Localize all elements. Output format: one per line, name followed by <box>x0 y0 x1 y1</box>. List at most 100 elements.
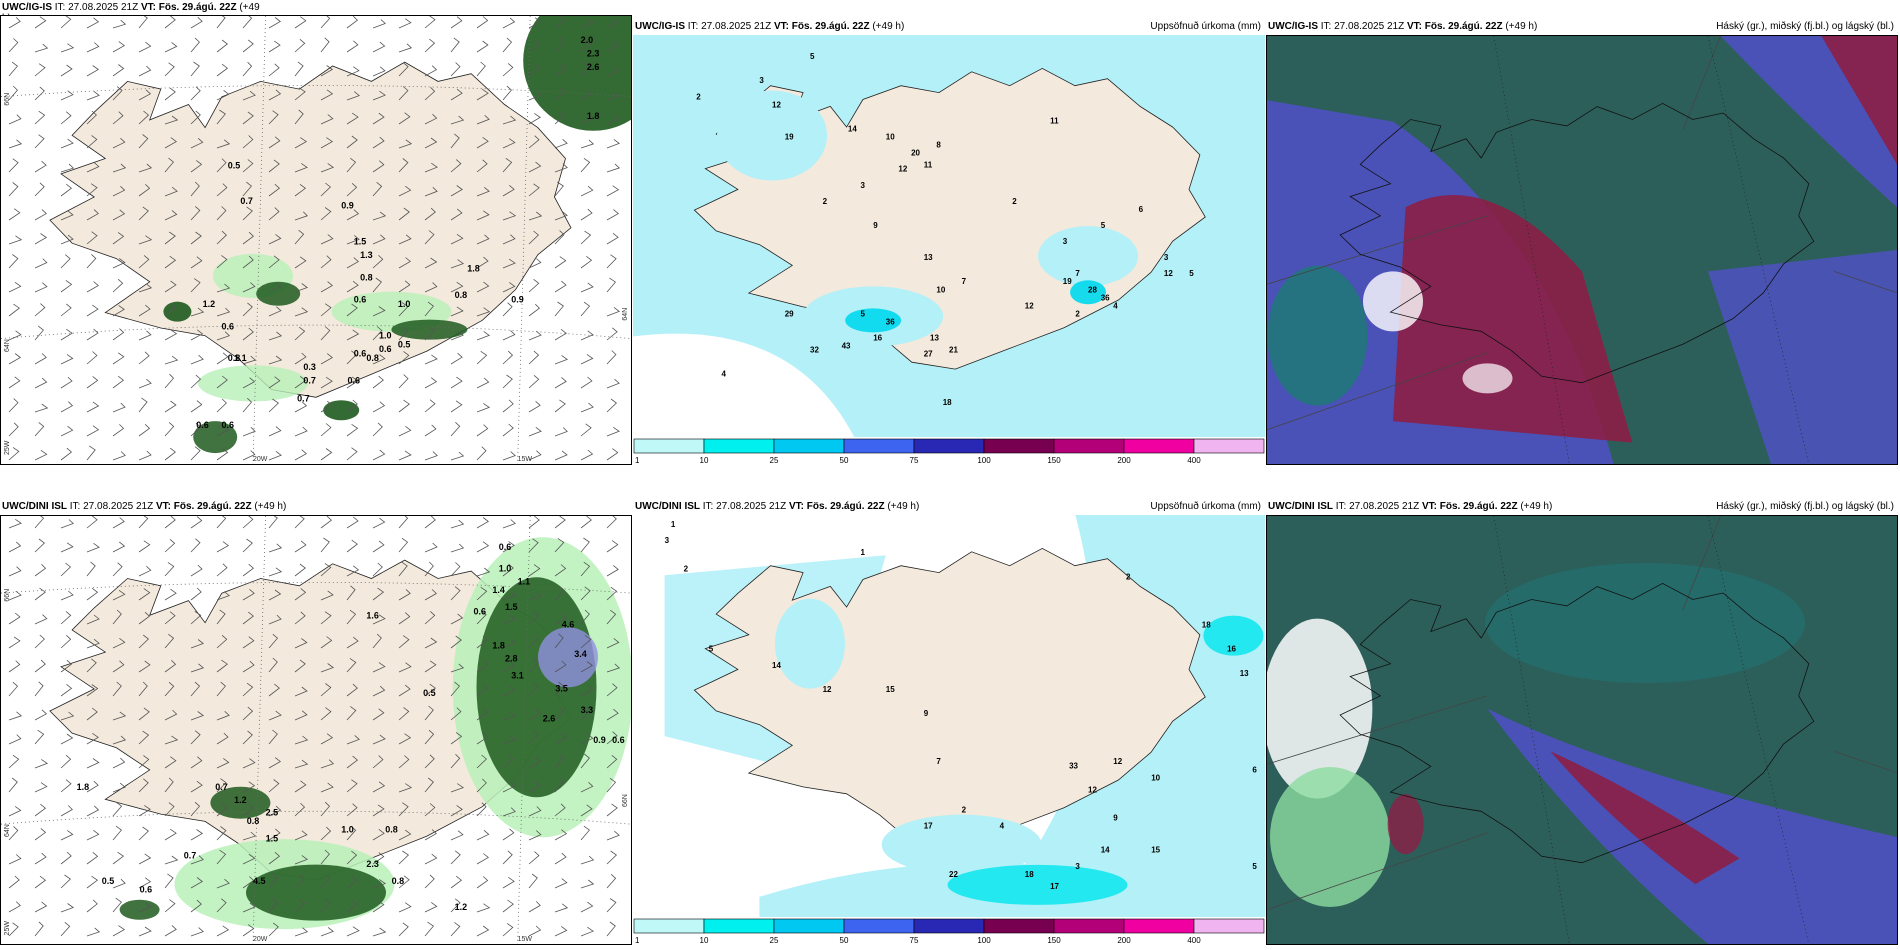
value-label: 0.6 <box>348 375 361 385</box>
value-label: 17 <box>1050 882 1059 891</box>
value-label: 3 <box>665 536 670 545</box>
value-label: 19 <box>785 133 794 142</box>
graticule <box>1267 516 1897 911</box>
value-label: 0.6 <box>612 735 625 745</box>
teal-cloud <box>1485 563 1805 683</box>
value-label: 12 <box>772 100 781 109</box>
value-label: 1.8 <box>467 263 480 273</box>
teal-cloud <box>1270 767 1390 907</box>
value-label: 2 <box>1075 309 1080 318</box>
value-label: 0.5 <box>398 340 411 350</box>
value-label: 3 <box>1075 862 1080 871</box>
colorbar-swatch <box>1193 438 1265 454</box>
value-label: 0.6 <box>140 885 153 895</box>
lat-label: 66N <box>622 794 629 807</box>
value-label: 0.6 <box>354 295 367 305</box>
field-blob <box>947 864 1128 905</box>
value-label: 1.0 <box>398 299 411 309</box>
teal-cloud <box>1267 265 1368 406</box>
value-label: 0.8 <box>392 876 405 886</box>
colorbar-tick: 100 <box>977 456 991 465</box>
field-blob <box>1070 280 1107 305</box>
value-label: 2.6 <box>587 62 600 72</box>
value-label: 0.8 <box>247 816 260 826</box>
panel-precip-rate-igis: UWC/IG-IS IT: 27.08.2025 21Z VT: Fös. 29… <box>0 0 632 465</box>
value-label: 19 <box>1063 277 1072 286</box>
value-label: 10 <box>1151 773 1160 782</box>
value-label: 36 <box>1101 293 1110 302</box>
colorbar-tick: 50 <box>840 456 849 465</box>
colorbar-swatch <box>633 438 705 454</box>
value-label: 0.6 <box>196 420 209 430</box>
map-frame: 1 3 2 5 14 12 15 9 7 2 4 18 16 13 12 10 17 33 12 18 17 14 15 9 6… <box>633 515 1265 945</box>
value-label: 6 <box>1139 205 1144 214</box>
value-label: 12 <box>1164 269 1173 278</box>
colorbar-tick: 50 <box>840 936 849 945</box>
value-label: 5 <box>861 309 866 318</box>
value-label: 2 <box>696 92 701 101</box>
colorbar-tick: 75 <box>910 936 919 945</box>
value-label: 3.3 <box>581 705 594 715</box>
value-label: 0.7 <box>297 393 310 403</box>
panel-title: UWC/IG-IS IT: 27.08.2025 21Z VT: Fös. 29… <box>1268 21 1538 32</box>
value-label: 0.8 <box>360 272 373 282</box>
field-blob <box>1203 615 1264 656</box>
value-label: 3.4 <box>574 649 587 659</box>
value-label: 0.7 <box>303 375 316 385</box>
value-label: 6 <box>1252 765 1257 774</box>
value-label: 3.5 <box>555 684 568 694</box>
value-label: 2 <box>962 806 967 815</box>
lat-label: 66N <box>4 589 11 602</box>
colorbar-swatch <box>1123 438 1195 454</box>
panel-title: UWC/DINI ISL IT: 27.08.2025 21Z VT: Fös.… <box>635 501 920 512</box>
colorbar-tick: 200 <box>1117 936 1131 945</box>
low-cloud <box>1387 794 1424 855</box>
value-label: 5 <box>1252 862 1257 871</box>
value-label: 1.1 <box>234 353 247 363</box>
clear-area <box>1462 363 1513 394</box>
map-frame <box>1266 35 1898 465</box>
lon-label: 20W <box>253 456 268 463</box>
value-label: 1.5 <box>354 237 367 247</box>
value-label: 12 <box>1025 301 1034 310</box>
value-label: 3 <box>861 181 866 190</box>
lat-label: 25W <box>4 921 11 936</box>
field-blob <box>256 281 301 306</box>
colorbar-swatch <box>843 918 915 934</box>
colorbar-swatch <box>913 438 985 454</box>
colorbar-tick: 25 <box>770 936 779 945</box>
colorbar-swatch <box>703 918 775 934</box>
value-label: 4.5 <box>253 876 266 886</box>
value-label: 1.8 <box>77 782 90 792</box>
colorbar-tick: 1 <box>635 456 640 465</box>
colorbar-tick: 150 <box>1047 936 1061 945</box>
value-label: 0.6 <box>354 349 367 359</box>
map-frame: 0.5 0.7 0.9 1.5 1.3 0.8 0.6 1.0 0.5 0.6 0.8 0.6 0.3 0… <box>0 15 632 465</box>
value-label: 0.7 <box>184 850 197 860</box>
colorbar-tick: 100 <box>977 936 991 945</box>
value-label: 0.9 <box>511 295 524 305</box>
lat-label: 64N <box>622 308 629 321</box>
value-label: 0.6 <box>222 420 235 430</box>
colorbar-swatch <box>1193 918 1265 934</box>
colorbar-swatch <box>773 918 845 934</box>
accum-precip-map: 5321219141020111283291310751229361627433… <box>633 35 1265 465</box>
value-label: 0.8 <box>385 825 398 835</box>
graticule <box>1 16 631 464</box>
lon-label: 20W <box>253 936 268 943</box>
panel-field-title: Uppsöfnuð úrkoma (mm) <box>1150 501 1261 512</box>
value-label: 12 <box>823 685 832 694</box>
value-label: 16 <box>873 334 882 343</box>
colorbar-tick: 150 <box>1047 456 1061 465</box>
colorbar-tick: 200 <box>1117 456 1131 465</box>
lat-label: 64N <box>4 824 11 837</box>
value-label: 2.0 <box>581 35 594 45</box>
field-blob <box>1038 226 1139 287</box>
graticule-dashed <box>1493 516 1810 944</box>
field-blob <box>717 90 828 181</box>
value-label: 36 <box>886 317 895 326</box>
precip-rate-map: 0.50.7 0.91.51.30.80.6 1.00.50.6 0.80.60.30… <box>1 16 631 464</box>
dry-area <box>633 333 855 437</box>
value-label: 11 <box>924 161 933 170</box>
colorbar-swatch <box>913 918 985 934</box>
